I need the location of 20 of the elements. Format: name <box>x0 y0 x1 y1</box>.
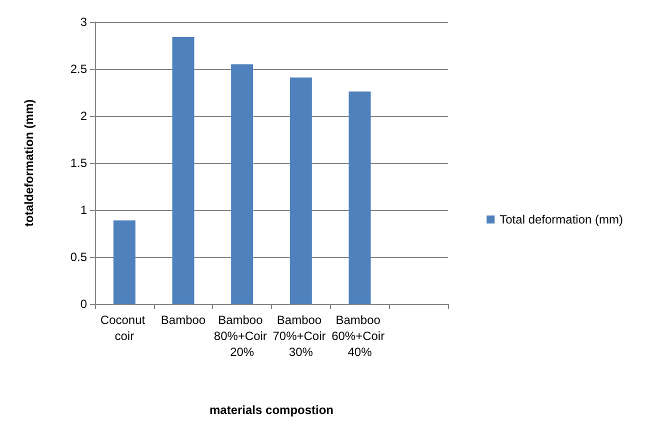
x-axis-title: materials compostion <box>209 403 334 417</box>
y-tick-label: 2 <box>80 109 88 123</box>
x-tick-label: Bamboo <box>160 313 206 327</box>
y-tick-label: 1 <box>80 203 88 217</box>
x-tick-label: Coconut coir <box>100 313 148 343</box>
y-axis-title: totaldeformation (mm) <box>22 99 36 227</box>
x-tick-label: Bamboo 60%+Coir 40% <box>332 313 388 359</box>
bar <box>290 77 312 304</box>
y-tick-label: 1.5 <box>70 156 88 170</box>
y-tick-label: 0 <box>80 297 88 311</box>
bar <box>113 220 136 304</box>
y-tick-label: 2.5 <box>70 62 88 76</box>
legend-label: Total deformation (mm) <box>500 212 624 226</box>
y-tick-label: 3 <box>80 15 88 29</box>
bar <box>231 64 254 304</box>
y-tick-label: 0.5 <box>70 250 88 264</box>
x-tick-label: Bamboo 80%+Coir 20% <box>214 313 270 359</box>
bar <box>348 92 371 304</box>
x-tick-label: Bamboo 70%+Coir 30% <box>272 313 330 359</box>
bar <box>172 37 194 304</box>
